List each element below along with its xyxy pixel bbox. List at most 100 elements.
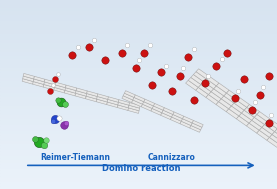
Point [103,59,107,62]
Polygon shape [270,135,277,145]
Polygon shape [133,98,144,104]
Point [120,51,124,54]
Point [142,51,146,54]
Bar [0,183,277,186]
Polygon shape [196,88,209,98]
Point [203,82,207,85]
Point [219,57,224,60]
Polygon shape [236,116,249,126]
Bar [0,176,277,180]
Bar [0,16,277,19]
Bar [0,186,277,189]
Polygon shape [239,113,252,123]
Bar [0,170,277,173]
Point [214,65,218,68]
Polygon shape [191,123,202,130]
Point [50,119,55,122]
Polygon shape [257,112,270,122]
Point [70,53,74,56]
Polygon shape [54,85,66,90]
Point [125,44,130,47]
Polygon shape [219,99,232,109]
Bar [0,88,277,91]
Polygon shape [44,79,55,85]
Point [42,143,47,146]
Bar [0,173,277,176]
Polygon shape [275,129,277,139]
Point [37,140,41,143]
Bar [0,28,277,32]
Point [50,84,55,87]
Polygon shape [152,106,163,113]
Point [53,78,58,81]
Bar [0,32,277,35]
Polygon shape [214,86,227,96]
Polygon shape [65,90,76,96]
Point [233,97,238,100]
Bar [0,126,277,129]
Point [150,84,155,87]
Point [170,89,174,92]
Polygon shape [190,125,201,132]
Polygon shape [193,72,206,82]
Point [250,108,254,111]
Point [225,51,229,54]
Text: Domino reaction: Domino reaction [102,164,181,173]
Bar [0,164,277,167]
Point [178,74,182,77]
Bar [0,120,277,123]
Point [43,138,48,141]
Polygon shape [97,94,108,99]
Polygon shape [76,88,87,94]
Point [269,114,274,117]
Polygon shape [191,74,204,84]
Polygon shape [23,76,34,82]
Polygon shape [107,99,119,105]
Point [64,121,69,124]
Polygon shape [234,100,247,110]
Polygon shape [163,108,174,115]
Polygon shape [123,93,134,100]
Polygon shape [206,94,219,105]
Bar [0,148,277,151]
Bar [0,151,277,154]
Point [258,93,263,96]
Bar [0,136,277,139]
Polygon shape [44,82,55,87]
Point [236,89,240,92]
Bar [0,139,277,142]
Point [192,99,196,102]
Polygon shape [124,91,135,98]
Polygon shape [134,95,145,102]
Polygon shape [257,130,270,140]
Polygon shape [122,96,133,103]
Point [242,78,246,81]
Polygon shape [22,79,33,84]
Point [75,46,80,49]
Point [56,72,60,75]
Bar [0,63,277,66]
Polygon shape [206,76,219,86]
Bar [0,6,277,9]
Polygon shape [181,119,192,125]
Polygon shape [86,96,97,102]
Polygon shape [151,108,162,115]
Polygon shape [173,112,184,119]
Polygon shape [96,99,107,105]
Bar [0,107,277,110]
Bar [0,44,277,47]
Polygon shape [267,119,277,129]
Bar [0,161,277,164]
Polygon shape [242,110,254,120]
Polygon shape [108,97,119,102]
Bar [0,79,277,82]
Bar [0,38,277,41]
Point [147,44,152,47]
Polygon shape [86,94,97,99]
Point [158,70,163,73]
Bar [0,76,277,79]
Polygon shape [204,79,216,89]
Polygon shape [198,84,211,94]
Point [253,101,257,104]
Point [61,123,66,126]
